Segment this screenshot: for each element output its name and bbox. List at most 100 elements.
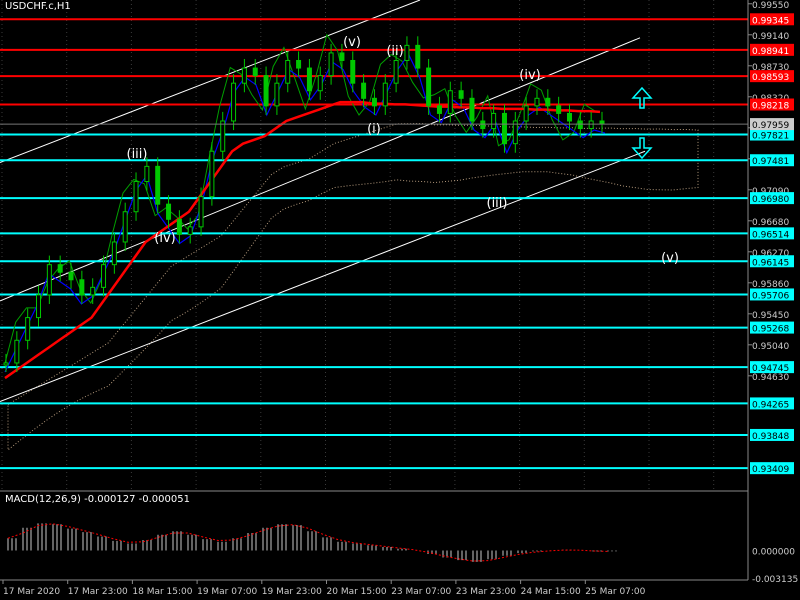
time-tick-label: 17 Mar 23:00 xyxy=(68,587,128,597)
price-levels xyxy=(0,18,748,470)
candle-body xyxy=(447,90,453,114)
candle-body xyxy=(317,75,323,92)
level-price-label: 0.98941 xyxy=(752,47,789,57)
level-price-label: 0.98218 xyxy=(752,102,789,112)
candle-body xyxy=(209,150,215,198)
candle-body xyxy=(46,264,52,296)
candle-body xyxy=(556,105,562,114)
current-price-box xyxy=(750,118,794,131)
level-price-box xyxy=(750,98,794,111)
time-tick-label: 23 Mar 07:00 xyxy=(391,587,451,597)
candle-body xyxy=(231,82,237,122)
level-price-label: 0.97481 xyxy=(752,157,789,167)
candle-body xyxy=(187,226,193,235)
candle-body xyxy=(545,97,551,107)
candle-body xyxy=(57,264,63,273)
time-tick-label: 25 Mar 07:00 xyxy=(585,587,645,597)
price-tick-label: 0.94630 xyxy=(752,373,789,383)
time-tick-label: 17 Mar 2020 xyxy=(3,587,60,597)
level-price-label: 0.93409 xyxy=(752,465,789,475)
macd-title: MACD(12,26,9) -0.000127 -0.000051 xyxy=(5,494,190,505)
time-tick-label: 19 Mar 07:00 xyxy=(197,587,257,597)
price-axis: 0.995500.991400.987300.983200.979100.975… xyxy=(748,1,794,475)
macd-signal-line xyxy=(7,523,609,562)
candle-body xyxy=(436,105,442,114)
level-price-label: 0.96514 xyxy=(752,230,789,240)
candle-body xyxy=(306,67,312,92)
level-price-box xyxy=(750,255,794,268)
price-tick-label: 0.97090 xyxy=(752,187,789,197)
candle-body xyxy=(296,59,302,69)
up-arrow-icon xyxy=(631,86,653,109)
level-price-label: 0.99345 xyxy=(752,16,789,26)
kijun-line xyxy=(4,53,606,373)
macd-histogram xyxy=(7,523,617,562)
candle-body xyxy=(523,105,529,122)
moving-average-line xyxy=(4,100,601,380)
level-price-box xyxy=(750,43,794,56)
level-price-box xyxy=(750,361,794,374)
candle-body xyxy=(404,44,410,61)
time-tick-label: 23 Mar 23:00 xyxy=(456,587,516,597)
candle-body xyxy=(415,44,421,69)
candle-body xyxy=(328,52,334,77)
level-price-label: 0.95706 xyxy=(752,291,789,301)
ichimoku-cloud xyxy=(7,123,699,451)
candle-body xyxy=(480,120,486,130)
level-price-box xyxy=(750,154,794,167)
wave-label: (iv) xyxy=(154,231,175,246)
level-price-label: 0.94265 xyxy=(752,400,789,410)
level-price-box xyxy=(750,288,794,301)
candle-body xyxy=(382,82,388,107)
level-price-box xyxy=(750,192,794,205)
level-price-label: 0.96980 xyxy=(752,195,789,205)
channel-line-upper xyxy=(0,0,421,164)
channel-line-lower xyxy=(0,150,646,402)
price-tick-label: 0.95040 xyxy=(752,342,789,352)
price-tick-label: 0.98730 xyxy=(752,63,789,73)
price-tick-label: 0.99140 xyxy=(752,32,789,42)
symbol-title: USDCHF.c,H1 xyxy=(5,1,71,12)
candle-body xyxy=(90,286,96,296)
candle-body xyxy=(155,165,161,205)
wave-label: (iii) xyxy=(487,196,508,211)
candle-body xyxy=(588,120,594,130)
level-price-box xyxy=(750,397,794,410)
level-price-label: 0.98593 xyxy=(752,73,789,83)
candle-body xyxy=(426,67,432,107)
current-price-label: 0.97959 xyxy=(752,121,789,131)
candle-body xyxy=(339,52,345,61)
price-tick-label: 0.99550 xyxy=(752,1,789,11)
candle-body xyxy=(133,180,139,213)
candle-body xyxy=(393,59,399,84)
level-price-box xyxy=(750,462,794,475)
wave-label: (ii) xyxy=(386,44,403,59)
level-price-box xyxy=(750,321,794,334)
candle-body xyxy=(79,279,85,296)
down-arrow-icon xyxy=(631,137,653,160)
candle-body xyxy=(577,120,583,130)
candle-body xyxy=(176,218,182,235)
candle-body xyxy=(252,67,258,77)
level-price-box xyxy=(750,227,794,240)
cloud-band xyxy=(7,123,699,451)
level-price-label: 0.93848 xyxy=(752,432,789,442)
candle-body xyxy=(599,120,605,125)
time-tick-label: 18 Mar 15:00 xyxy=(132,587,192,597)
candle-body xyxy=(534,97,540,107)
wave-label: (v) xyxy=(661,251,679,266)
candles xyxy=(3,36,605,373)
candle-body xyxy=(263,75,269,107)
price-tick-label: 0.96680 xyxy=(752,218,789,228)
wave-label: (v) xyxy=(343,35,361,50)
candle-body xyxy=(458,90,464,99)
candle-body xyxy=(361,82,367,99)
price-tick-label: 0.95860 xyxy=(752,280,789,290)
time-tick-label: 20 Mar 15:00 xyxy=(327,587,387,597)
macd-tick-label: -0.003135 xyxy=(752,575,798,585)
candle-body xyxy=(68,271,74,281)
wave-label: (i) xyxy=(367,122,381,137)
level-price-label: 0.95268 xyxy=(752,325,789,335)
